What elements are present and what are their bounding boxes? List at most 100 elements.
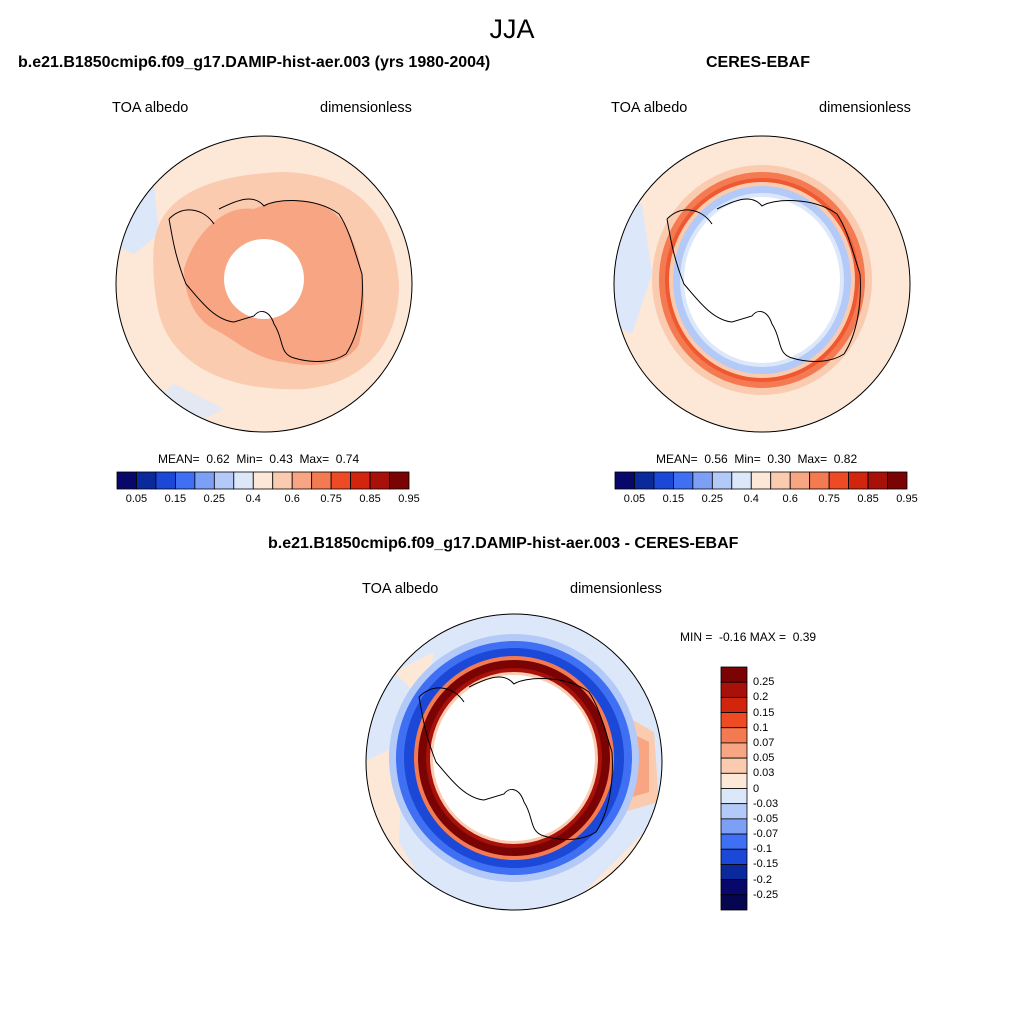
colorbar-swatch [291,471,313,490]
colorbar-tick-label: -0.2 [753,873,772,886]
colorbar-tick-label: 0.6 [284,493,300,505]
colorbar-tick-label: -0.05 [753,812,779,825]
colorbar-tick-label: 0.15 [662,493,685,505]
colorbar-swatch [634,471,655,490]
colorbar-swatch [272,471,293,490]
colorbar-swatch [136,471,157,490]
panel3-units-label: dimensionless [570,581,662,597]
max-label: MAX = [749,630,787,644]
colorbar-swatch [828,471,849,490]
colorbar-tick-label: 0.85 [359,493,381,505]
colorbar-swatch [213,471,235,490]
colorbar-swatch [789,471,811,490]
colorbar-tick-label: -0.07 [753,828,779,841]
colorbar-swatch [673,471,694,490]
panel2-polar-map [613,135,911,433]
colorbar-tick-label: 0.25 [753,676,775,689]
panel1-variable-label: TOA albedo [112,100,189,116]
panel3-title: b.e21.B1850cmip6.f09_g17.DAMIP-hist-aer.… [268,535,739,552]
max-label: Max= [797,452,828,466]
colorbar-swatch [252,471,274,490]
colorbar-swatch [731,471,752,490]
panel1-units-label: dimensionless [320,100,412,116]
colorbar-swatch [867,471,888,490]
mean-value: 0.56 [704,452,728,466]
colorbar-tick-label: -0.15 [753,858,779,871]
min-value: -0.16 [719,630,747,644]
colorbar-swatch [194,471,215,490]
colorbar-tick-label: 0.05 [753,752,775,765]
min-value: 0.43 [269,452,293,466]
colorbar-tick-label: 0.05 [125,493,148,505]
mean-label: MEAN= [158,452,200,466]
colorbar-tick-label: 0.75 [320,493,342,505]
colorbar-tick-label: 0.15 [753,706,775,719]
panel1-polar-map [115,135,413,433]
colorbar-tick-label: 0.4 [245,493,261,505]
colorbar-swatch [233,471,254,490]
panel3-polar-map [365,613,663,911]
colorbar-tick-label: 0.75 [818,493,840,505]
colorbar-swatch [653,471,674,490]
colorbar-tick-label: -0.1 [753,843,772,856]
max-value: 0.82 [833,452,858,466]
colorbar-swatch [692,471,713,490]
colorbar-tick-label: 0.1 [753,721,769,734]
colorbar-swatch [809,471,830,490]
colorbar-tick-label: 0.4 [743,493,759,505]
colorbar-swatch [750,471,772,490]
colorbar-swatch [711,471,733,490]
panel2-units-label: dimensionless [819,100,911,116]
colorbar-tick-label: 0.6 [782,493,798,505]
min-label: Min= [734,452,761,466]
colorbar-swatch [175,471,196,490]
colorbar-swatch [389,471,410,490]
colorbar-tick-label: 0.15 [164,493,187,505]
colorbar-tick-label: 0.85 [857,493,879,505]
panel2-colorbar [614,471,908,490]
panel1-colorbar [116,471,410,490]
mean-label: MEAN= [656,452,698,466]
panel3-variable-label: TOA albedo [362,581,439,597]
colorbar-tick-label: -0.03 [753,797,779,810]
colorbar-tick-label: 0.2 [753,691,769,704]
figure-title: JJA [489,14,535,44]
panel3-stats: MIN = -0.16 MAX = 0.39 [680,630,816,644]
panel2-variable-label: TOA albedo [611,100,688,116]
min-label: Min= [236,452,263,466]
colorbar-tick-label: 0.25 [701,493,724,505]
colorbar-tick-label: 0.95 [398,493,420,505]
panel1-title: b.e21.B1850cmip6.f09_g17.DAMIP-hist-aer.… [18,54,491,71]
colorbar-swatch [614,471,635,490]
max-value: 0.74 [335,452,360,466]
colorbar-swatch [369,471,390,490]
max-label: Max= [299,452,330,466]
panel2-stats: MEAN= 0.56 Min= 0.30 Max= 0.82 [656,452,857,466]
colorbar-swatch [887,471,908,490]
min-label: MIN = [680,630,713,644]
colorbar-tick-label: 0 [753,782,760,795]
max-value: 0.39 [792,630,817,644]
colorbar-tick-label: -0.25 [753,888,779,901]
colorbar-swatch [330,471,351,490]
panel1-stats: MEAN= 0.62 Min= 0.43 Max= 0.74 [158,452,359,466]
mean-value: 0.62 [206,452,230,466]
min-value: 0.30 [767,452,791,466]
panel3-colorbar [720,666,748,911]
colorbar-swatch [311,471,332,490]
colorbar-tick-label: 0.25 [203,493,226,505]
colorbar-swatch [720,894,748,911]
colorbar-swatch [770,471,791,490]
panel3-colorbar-ticks: 0.25 0.2 0.15 0.1 0.07 0.05 0.03 0 -0.03… [721,667,801,910]
colorbar-swatch [155,471,176,490]
panel2-colorbar-ticks: 0.05 0.15 0.25 0.4 0.6 0.75 0.85 0.95 [615,493,918,507]
colorbar-swatch [116,471,137,490]
colorbar-tick-label: 0.05 [623,493,646,505]
panel1-colorbar-ticks: 0.05 0.15 0.25 0.4 0.6 0.75 0.85 0.95 [117,493,420,507]
colorbar-swatch [848,471,869,490]
panel2-title: CERES-EBAF [706,54,811,71]
colorbar-tick-label: 0.07 [753,736,775,749]
colorbar-tick-label: 0.95 [896,493,918,505]
colorbar-swatch [350,471,371,490]
colorbar-tick-label: 0.03 [753,767,775,780]
